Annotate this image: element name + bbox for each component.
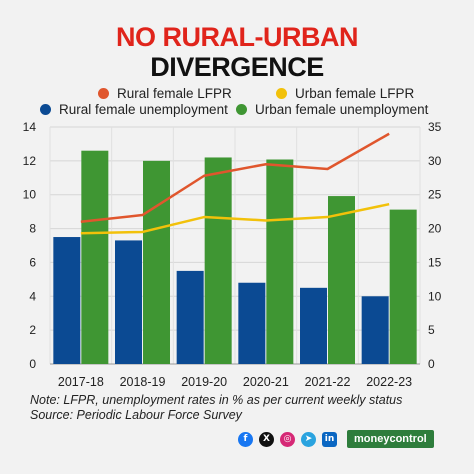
right-axis-tick-label: 20: [428, 222, 442, 236]
social-bar: f X ◎ ➤ in moneycontrol: [238, 430, 434, 448]
left-axis-tick-label: 4: [29, 289, 36, 303]
chart-title: NO RURAL-URBAN DIVERGENCE: [0, 22, 474, 82]
right-axis-tick-label: 30: [428, 154, 442, 168]
bar-rural-unemployment: [238, 282, 266, 364]
legend-label: Urban female unemployment: [255, 102, 429, 117]
right-axis-tick-label: 25: [428, 188, 442, 202]
x-tick-label: 2022-23: [366, 375, 412, 389]
bar-urban-unemployment: [204, 157, 232, 364]
x-tick-label: 2021-22: [305, 375, 351, 389]
legend-swatch: [236, 104, 247, 115]
legend-item-urban-lfpr: Urban female LFPR: [276, 86, 414, 101]
legend-item-urban-unemployment: Urban female unemployment: [236, 102, 428, 117]
telegram-icon[interactable]: ➤: [301, 431, 316, 447]
legend-label: Rural female LFPR: [117, 86, 232, 101]
line-rural-lfpr: [80, 132, 390, 224]
left-axis-tick-label: 12: [23, 154, 37, 168]
right-axis-tick-label: 35: [428, 120, 442, 134]
left-axis-tick-label: 2: [29, 323, 36, 337]
title-line-2: DIVERGENCE: [150, 52, 324, 82]
left-axis-tick-label: 0: [29, 357, 36, 371]
bar-urban-unemployment: [143, 160, 170, 364]
legend-item-rural-unemployment: Rural female unemployment: [40, 102, 228, 117]
left-axis-tick-label: 10: [23, 188, 37, 202]
x-tick-label: 2019-20: [181, 375, 227, 389]
x-tick-label: 2017-18: [58, 375, 104, 389]
legend-label: Rural female unemployment: [59, 102, 228, 117]
x-icon[interactable]: X: [259, 431, 274, 447]
instagram-icon[interactable]: ◎: [280, 431, 295, 447]
legend-swatch: [276, 88, 287, 99]
left-axis-tick-label: 6: [29, 255, 36, 269]
bar-urban-unemployment: [389, 209, 417, 364]
x-tick-label: 2018-19: [120, 375, 166, 389]
right-axis-tick-label: 0: [428, 357, 435, 371]
bar-rural-unemployment: [176, 270, 204, 364]
bar-rural-unemployment: [53, 237, 81, 364]
bar-urban-unemployment: [266, 159, 294, 364]
facebook-icon[interactable]: f: [238, 431, 253, 447]
legend-item-rural-lfpr: Rural female LFPR: [98, 86, 232, 101]
bar-rural-unemployment: [361, 296, 389, 364]
x-tick-label: 2020-21: [243, 375, 289, 389]
footnote-source: Source: Periodic Labour Force Survey: [30, 408, 242, 422]
bar-rural-unemployment: [300, 287, 327, 364]
title-line-1: NO RURAL-URBAN: [116, 22, 358, 52]
left-axis-tick-label: 8: [29, 222, 36, 236]
legend-label: Urban female LFPR: [295, 86, 415, 101]
bar-urban-unemployment: [328, 196, 355, 364]
bar-rural-unemployment: [115, 240, 142, 364]
legend-swatch: [40, 104, 51, 115]
legend-swatch: [98, 88, 109, 99]
right-axis-tick-label: 10: [428, 289, 442, 303]
right-axis-tick-label: 15: [428, 255, 442, 269]
brand-logo: moneycontrol: [347, 430, 434, 448]
left-axis-tick-label: 14: [23, 120, 37, 134]
line-urban-lfpr: [80, 202, 390, 235]
right-axis-tick-label: 5: [428, 323, 435, 337]
linkedin-icon[interactable]: in: [322, 431, 337, 447]
footnote-note: Note: LFPR, unemployment rates in % as p…: [30, 393, 403, 407]
bar-urban-unemployment: [81, 150, 109, 364]
